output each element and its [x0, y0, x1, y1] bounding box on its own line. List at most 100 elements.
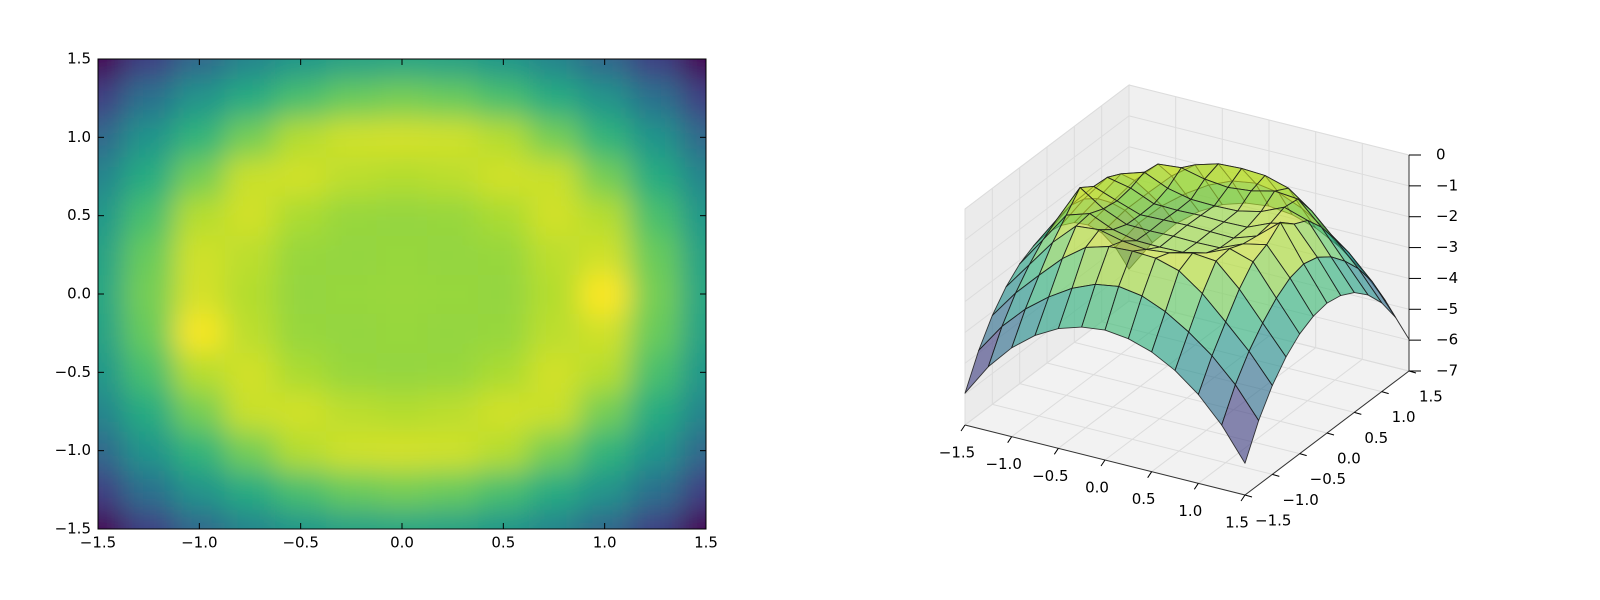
heatmap-cell: [275, 352, 327, 393]
heatmap-cell: [174, 431, 226, 471]
y-tick-label: 0.5: [67, 206, 91, 224]
z-tick-label: −2: [1436, 207, 1458, 225]
grid-line: [1019, 383, 1300, 455]
grid-line: [964, 146, 1130, 272]
heatmap-cell: [275, 59, 327, 80]
y-tick-label: −1.5: [1255, 512, 1291, 530]
heatmap-cell: [326, 509, 378, 529]
heatmap-cell: [275, 156, 327, 197]
heatmap-cell: [478, 352, 530, 393]
grid-line: [1128, 84, 1410, 156]
x-tick: [960, 424, 966, 432]
heatmap-cell: [123, 509, 175, 529]
heatmap-cell: [478, 431, 530, 471]
y-tick: [1272, 473, 1280, 477]
grid-line: [1046, 362, 1328, 434]
heatmap-cell: [680, 509, 706, 529]
heatmap-cell: [376, 313, 428, 354]
heatmap-cell: [478, 156, 530, 197]
heatmap-cell: [528, 117, 580, 158]
heatmap-cell: [630, 156, 682, 197]
heatmap-cell: [630, 117, 682, 158]
heatmap-cell: [630, 313, 682, 354]
heatmap-cell: [174, 313, 226, 354]
heatmap-cell: [528, 470, 580, 510]
z-tick-label: −7: [1436, 362, 1458, 380]
heatmap-cell: [680, 431, 706, 471]
surface-patch: [1221, 384, 1260, 464]
heatmap-cell: [174, 156, 226, 197]
z-tick-label: −4: [1436, 269, 1458, 287]
heatmap-cell: [579, 117, 631, 158]
heatmap-cell: [376, 431, 428, 471]
heatmap-cell: [680, 274, 706, 315]
heatmap-cell: [123, 196, 175, 236]
heatmap-cell: [478, 391, 530, 432]
heatmap-cell: [630, 78, 682, 119]
z-tick-label: −5: [1436, 300, 1458, 318]
heatmap-cell: [174, 352, 226, 393]
x-tick-label: 0.0: [1085, 479, 1109, 497]
y-tick: [1244, 494, 1253, 498]
heatmap-cell: [478, 196, 530, 236]
heatmap-cell: [630, 59, 682, 80]
heatmap-cell: [680, 391, 706, 432]
heatmap-cell: [123, 274, 175, 315]
x-tick-label: 1.5: [694, 534, 718, 552]
heatmap-cell: [579, 470, 631, 510]
heatmap-cell: [528, 313, 580, 354]
heatmap-cell: [478, 235, 530, 275]
heatmap-cell: [123, 117, 175, 158]
heatmap-cell: [326, 431, 378, 471]
heatmap-cell: [224, 78, 276, 119]
heatmap-cell: [680, 313, 706, 354]
x-tick-label: 0.0: [390, 534, 414, 552]
heatmap-cell: [275, 235, 327, 275]
heatmap-cell: [528, 391, 580, 432]
x-tick: [1240, 494, 1246, 502]
heatmap-cell: [579, 274, 631, 315]
heatmap-cell: [680, 235, 706, 275]
heatmap-cell: [478, 470, 530, 510]
y-tick-label: 1.5: [1419, 388, 1443, 406]
heatmap-cell: [579, 509, 631, 529]
heatmap-cell: [98, 391, 124, 432]
heatmap-cell: [123, 391, 175, 432]
y-tick-label: −1.0: [1282, 491, 1318, 509]
y-tick: [1326, 432, 1335, 436]
heatmap-cell: [528, 509, 580, 529]
heatmap-cell: [98, 78, 124, 119]
heatmap-cell: [326, 352, 378, 393]
y-tick-label: 1.0: [1392, 408, 1416, 426]
heatmap-cell: [680, 470, 706, 510]
heatmap-cell: [174, 59, 226, 80]
x-tick: [1007, 436, 1013, 443]
heatmap-cell: [98, 156, 124, 197]
heatmap-cell: [427, 235, 479, 275]
heatmap-cell: [528, 431, 580, 471]
heatmap-cell: [528, 196, 580, 236]
x-tick-label: −1.5: [80, 534, 116, 552]
heatmap-cell: [98, 59, 124, 80]
heatmap-cell: [579, 391, 631, 432]
heatmap-cell: [680, 196, 706, 236]
heatmap-cell: [174, 274, 226, 315]
heatmap-cell: [224, 391, 276, 432]
heatmap-cell: [376, 235, 428, 275]
x-tick: [1100, 459, 1106, 467]
heatmap-cell: [528, 352, 580, 393]
z-tick-label: −3: [1436, 238, 1458, 256]
heatmap-cell: [427, 196, 479, 236]
heatmap-cell: [275, 509, 327, 529]
y-tick: [1299, 453, 1307, 457]
heatmap-cell: [427, 431, 479, 471]
x-tick-label: 0.5: [491, 534, 515, 552]
heatmap-cell: [528, 156, 580, 197]
x-tick-label: −1.0: [985, 455, 1021, 473]
heatmap-cell: [326, 391, 378, 432]
heatmap-cell: [275, 470, 327, 510]
heatmap-cell: [630, 352, 682, 393]
x-tick-label: 0.5: [1132, 490, 1156, 508]
heatmap-cell: [275, 117, 327, 158]
y-tick-label: 0.0: [1337, 450, 1361, 468]
